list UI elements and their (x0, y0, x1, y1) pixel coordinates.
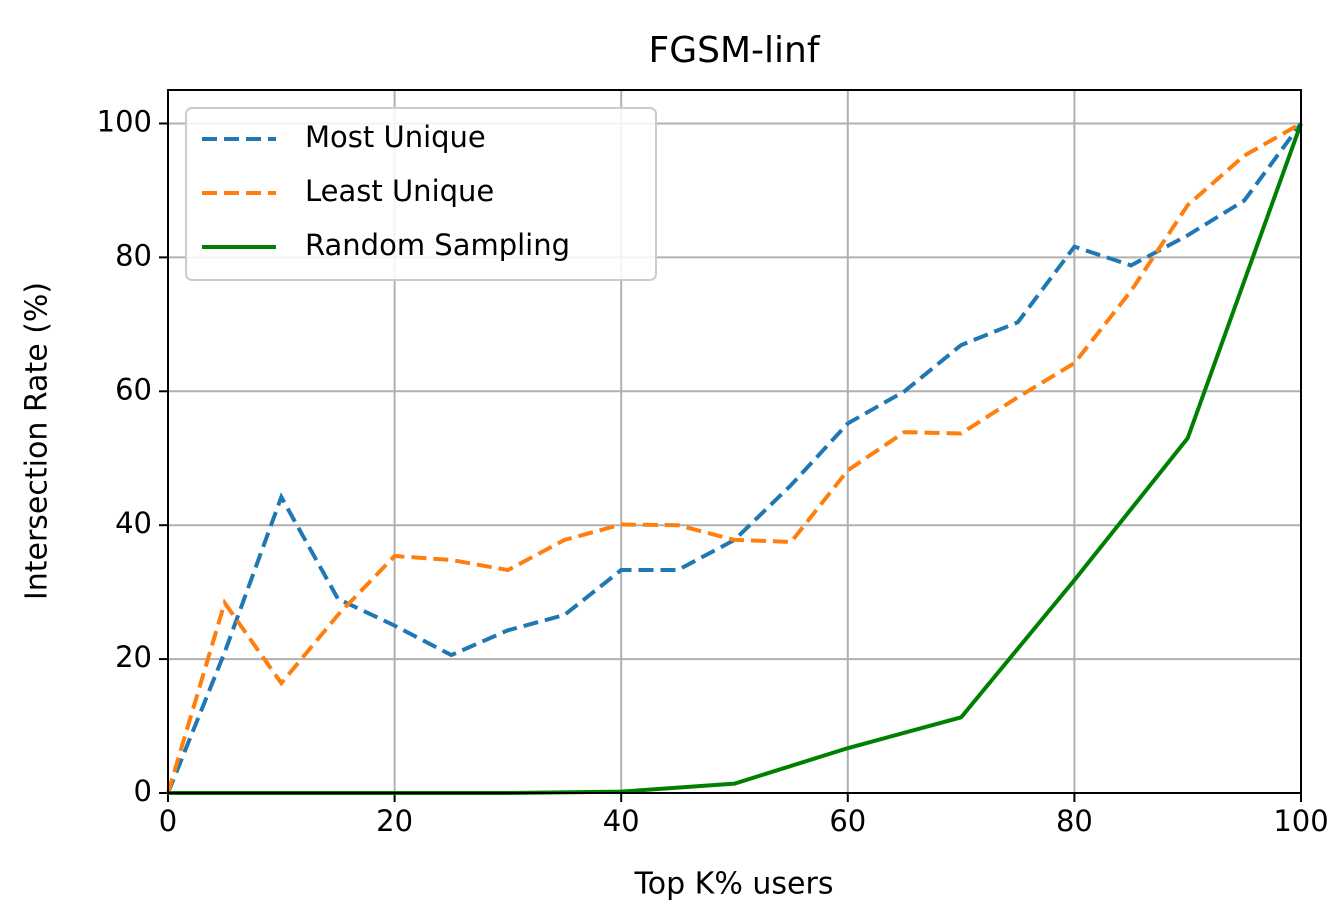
y-tick-label: 100 (97, 104, 152, 138)
y-axis-label: Intersection Rate (%) (20, 282, 55, 600)
legend-label: Least Unique (305, 174, 494, 208)
x-tick-label: 80 (1056, 804, 1093, 838)
legend-label: Random Sampling (305, 228, 570, 262)
legend-box (185, 107, 657, 281)
line-series (166, 121, 1302, 794)
y-tick-label: 60 (115, 372, 152, 406)
y-tick-label: 0 (134, 774, 152, 808)
x-tick-label: 100 (1273, 804, 1328, 838)
chart-title: FGSM-linf (649, 30, 821, 71)
plot-frame (167, 89, 1302, 794)
legend: Most Unique Least Unique Random Sampling (185, 107, 657, 281)
x-tick-label: 0 (159, 804, 177, 838)
y-tick-label: 20 (115, 640, 152, 674)
line-series (166, 122, 1303, 794)
x-tick-label: 20 (376, 804, 413, 838)
x-tick-label: 60 (829, 804, 866, 838)
x-axis-label: Top K% users (634, 867, 834, 902)
x-tick-label: 40 (603, 804, 640, 838)
y-tick-label: 80 (115, 238, 152, 272)
y-tick-label: 40 (115, 506, 152, 540)
legend-label: Most Unique (305, 120, 486, 154)
